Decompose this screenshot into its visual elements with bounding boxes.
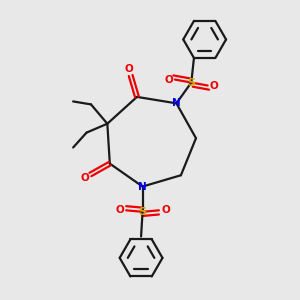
- Text: O: O: [209, 80, 218, 91]
- Text: O: O: [165, 75, 173, 85]
- Text: S: S: [139, 207, 147, 217]
- Text: S: S: [187, 77, 195, 88]
- Text: O: O: [115, 205, 124, 215]
- Text: O: O: [124, 64, 133, 74]
- Text: O: O: [80, 173, 89, 183]
- Text: O: O: [161, 205, 170, 215]
- Text: N: N: [138, 182, 147, 191]
- Text: N: N: [172, 98, 181, 108]
